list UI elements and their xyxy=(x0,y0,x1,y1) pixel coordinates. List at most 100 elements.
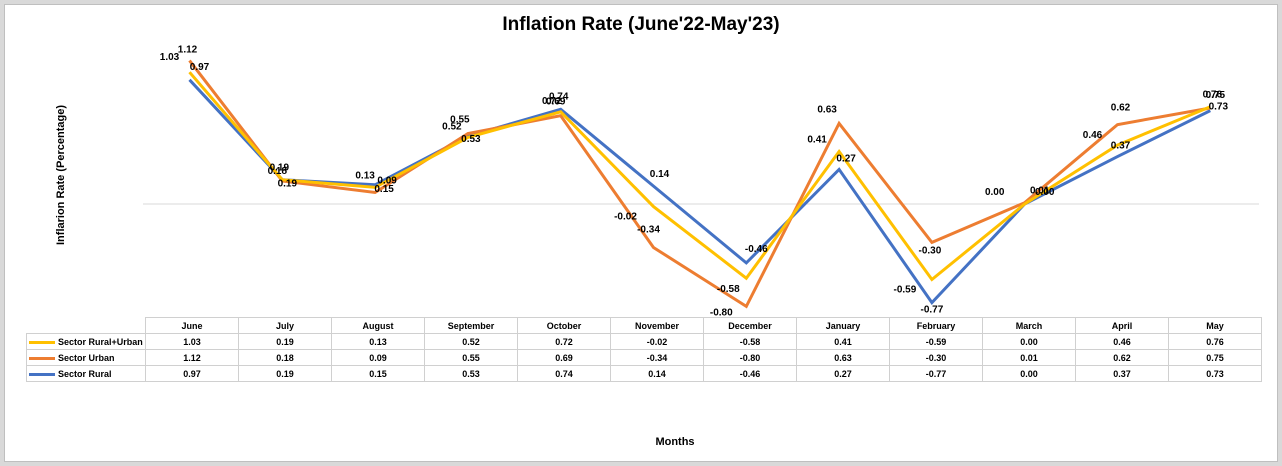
table-cell: 0.01 xyxy=(982,349,1076,366)
category-label: July xyxy=(238,317,332,334)
data-label: -0.59 xyxy=(894,285,917,296)
series-line-sector-rural xyxy=(188,78,1211,305)
data-label: 0.73 xyxy=(1209,102,1229,113)
legend-swatch xyxy=(29,356,55,360)
table-cell: 0.46 xyxy=(1075,333,1169,350)
x-axis-label: Months xyxy=(655,436,695,448)
table-cell: 0.72 xyxy=(517,333,611,350)
legend-swatch xyxy=(29,340,55,344)
data-label: 0.18 xyxy=(268,166,288,177)
data-label: 0.37 xyxy=(1111,141,1131,152)
category-label: April xyxy=(1075,317,1169,334)
table-cell: 0.62 xyxy=(1075,349,1169,366)
table-row: Sector Urban 1.12 0.18 0.09 0.55 0.69 -0.34 -0.… xyxy=(26,349,1262,366)
table-cell: 0.53 xyxy=(424,365,518,382)
data-label: -0.58 xyxy=(717,284,740,295)
table-cell: 0.09 xyxy=(331,349,425,366)
table-cell: -0.80 xyxy=(703,349,797,366)
data-label: 0.19 xyxy=(278,179,298,190)
category-label: September xyxy=(424,317,518,334)
legend-label: Sector Urban xyxy=(58,352,115,363)
data-label: -0.02 xyxy=(614,212,637,223)
table-cell: -0.30 xyxy=(889,349,983,366)
table-cell: -0.34 xyxy=(610,349,704,366)
table-cell: 0.63 xyxy=(796,349,890,366)
data-label: 0.53 xyxy=(461,134,481,145)
table-cell: 0.14 xyxy=(610,365,704,382)
table-cell: 0.13 xyxy=(331,333,425,350)
data-table: June July August September October November De… xyxy=(26,317,1262,382)
data-label: 0.00 xyxy=(1035,187,1055,198)
category-label: December xyxy=(703,317,797,334)
table-cell: 0.00 xyxy=(982,333,1076,350)
table-cell: 0.00 xyxy=(982,365,1076,382)
data-label: 0.63 xyxy=(817,104,837,115)
series-lines xyxy=(188,59,1211,309)
data-label: 0.72 xyxy=(542,96,562,107)
table-cell: -0.46 xyxy=(703,365,797,382)
legend-entry: Sector Urban xyxy=(26,349,146,366)
category-label: August xyxy=(331,317,425,334)
category-label: March xyxy=(982,317,1076,334)
table-cell: 0.55 xyxy=(424,349,518,366)
table-cell: 1.03 xyxy=(145,333,239,350)
table-corner xyxy=(26,317,146,334)
data-label: 0.27 xyxy=(836,153,856,164)
table-cell: 0.52 xyxy=(424,333,518,350)
category-label: November xyxy=(610,317,704,334)
category-label: January xyxy=(796,317,890,334)
legend-entry: Sector Rural+Urban xyxy=(26,333,146,350)
table-cell: -0.59 xyxy=(889,333,983,350)
category-label: May xyxy=(1168,317,1262,334)
table-cell: 1.12 xyxy=(145,349,239,366)
table-cell: 0.41 xyxy=(796,333,890,350)
data-label: -0.34 xyxy=(637,225,660,236)
table-row: Sector Rural+Urban 1.03 0.19 0.13 0.52 0.72 -0… xyxy=(26,333,1262,350)
chart-frame xyxy=(4,4,1278,462)
data-label: 0.09 xyxy=(377,176,397,187)
data-label: 0.41 xyxy=(807,135,827,146)
table-cell: -0.58 xyxy=(703,333,797,350)
data-label: 0.13 xyxy=(355,170,375,181)
data-label: 0.19 xyxy=(270,163,290,174)
table-cell: -0.02 xyxy=(610,333,704,350)
data-label: 0.69 xyxy=(546,97,566,108)
data-label: -0.80 xyxy=(710,307,733,318)
table-cell: 0.19 xyxy=(238,365,332,382)
data-label: -0.30 xyxy=(919,245,942,256)
table-cell: -0.77 xyxy=(889,365,983,382)
legend-entry: Sector Rural xyxy=(26,365,146,382)
chart-title: Inflation Rate (June'22-May'23) xyxy=(502,14,780,35)
legend-label: Sector Rural xyxy=(58,368,112,379)
data-label: 0.74 xyxy=(549,91,569,102)
data-label: 0.14 xyxy=(650,169,670,180)
data-label: 0.75 xyxy=(1206,90,1226,101)
data-label: -0.77 xyxy=(921,305,944,316)
table-cell: 0.73 xyxy=(1168,365,1262,382)
table-cell: 0.69 xyxy=(517,349,611,366)
data-label: 0.97 xyxy=(190,62,210,73)
table-cell: 0.27 xyxy=(796,365,890,382)
data-label: 0.00 xyxy=(985,187,1005,198)
data-label: 0.01 xyxy=(1030,186,1050,197)
data-label: 0.62 xyxy=(1111,103,1131,114)
data-label: 0.46 xyxy=(1083,130,1103,141)
data-label: 0.55 xyxy=(450,115,470,126)
table-cell: 0.97 xyxy=(145,365,239,382)
table-row: Sector Rural 0.97 0.19 0.15 0.53 0.74 0.14 -0.4… xyxy=(26,365,1262,382)
data-labels: 1.03 0.19 0.13 0.52 0.72 -0.02 -0.58 0.41 -0.59 0… xyxy=(160,45,1229,319)
data-label: 1.12 xyxy=(178,45,198,56)
table-cell: 0.75 xyxy=(1168,349,1262,366)
table-cell: 0.76 xyxy=(1168,333,1262,350)
table-cell: 0.19 xyxy=(238,333,332,350)
legend-label: Sector Rural+Urban xyxy=(58,336,143,347)
series-line-sector-rural-urban xyxy=(188,71,1211,282)
series-line-sector-urban xyxy=(188,59,1211,309)
table-cell: 0.74 xyxy=(517,365,611,382)
data-label: -0.46 xyxy=(745,244,768,255)
data-label: 0.15 xyxy=(374,184,394,195)
data-label: 1.03 xyxy=(160,52,180,63)
category-label: October xyxy=(517,317,611,334)
category-label: June xyxy=(145,317,239,334)
